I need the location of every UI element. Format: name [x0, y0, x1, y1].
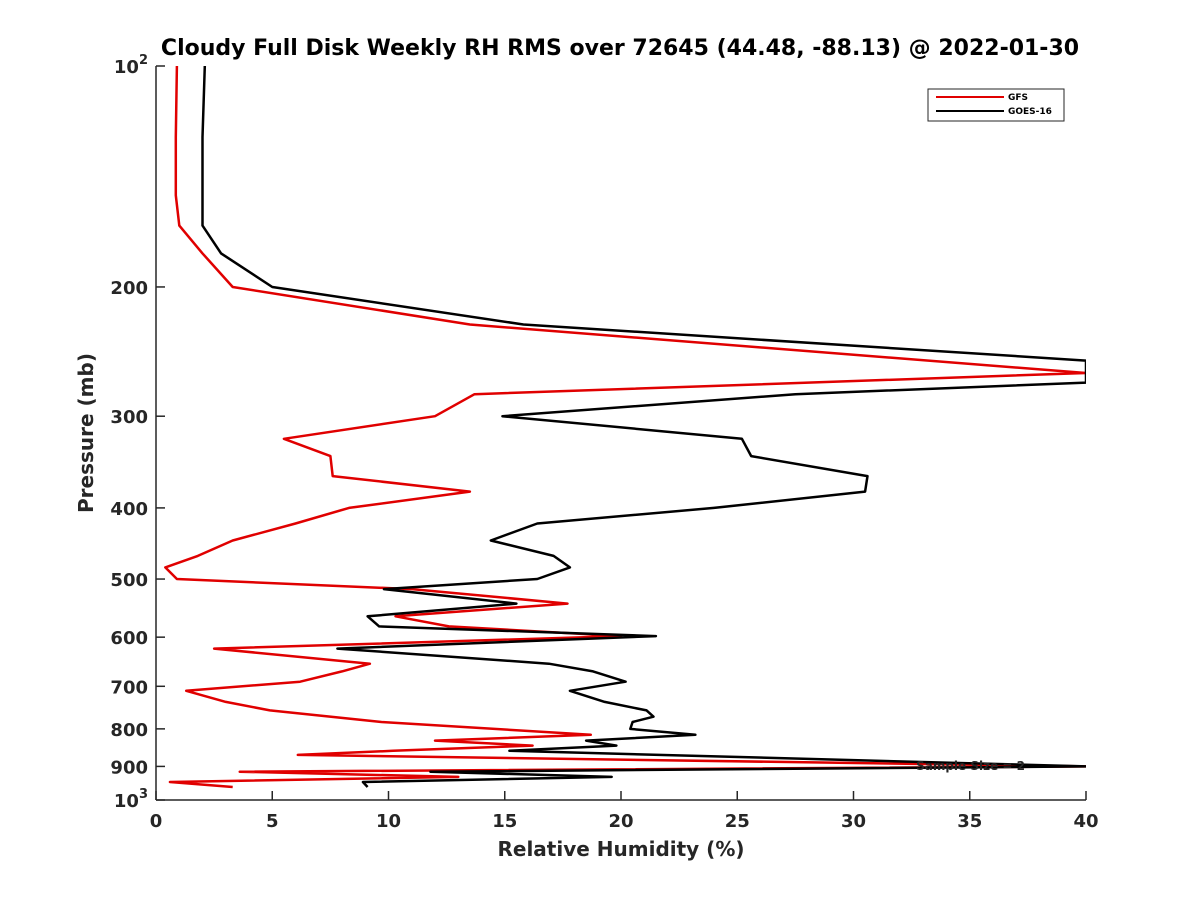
- y-tick-label: 500: [110, 570, 148, 591]
- y-tick-label-base: 800: [110, 720, 148, 741]
- x-tick-label: 0: [150, 811, 163, 832]
- y-tick-label: 800: [110, 720, 148, 741]
- x-tick-label: 15: [492, 811, 517, 832]
- y-tick-label-base: 600: [110, 628, 148, 649]
- x-tick-label: 30: [841, 811, 866, 832]
- series-line-gfs: [164, 66, 1086, 789]
- chart-title: Cloudy Full Disk Weekly RH RMS over 7264…: [161, 36, 1079, 61]
- sample-size-annotation: Sample Size = 2: [916, 759, 1025, 773]
- y-tick-label: 103: [114, 787, 148, 812]
- x-tick-label: 35: [957, 811, 982, 832]
- y-tick-label: 900: [110, 757, 148, 778]
- x-ticks: 0 5 10 15 20 25 30 35 40: [150, 791, 1099, 832]
- x-axis-label: Relative Humidity (%): [497, 837, 744, 861]
- y-tick-label: 400: [110, 499, 148, 520]
- x-tick-label: 20: [608, 811, 633, 832]
- y-tick-label-base: 400: [110, 499, 148, 520]
- series-line-goes16: [201, 66, 1086, 788]
- legend-label-goes16: GOES-16: [1008, 107, 1052, 117]
- y-axis-label: Pressure (mb): [74, 353, 98, 513]
- y-tick-label-base: 500: [110, 570, 148, 591]
- y-tick-label-base: 10: [114, 791, 139, 812]
- y-tick-label-base: 10: [114, 57, 139, 78]
- axes: 0 5 10 15 20 25 30 35 40 10220030040050060070080…: [110, 53, 1098, 832]
- x-tick-label: 40: [1073, 811, 1098, 832]
- legend: GFS GOES-16: [927, 88, 1065, 122]
- legend-label-gfs: GFS: [1008, 93, 1028, 103]
- x-tick-label: 5: [266, 811, 279, 832]
- y-tick-label-base: 200: [110, 278, 148, 299]
- y-tick-label: 200: [110, 278, 148, 299]
- y-tick-label: 600: [110, 628, 148, 649]
- y-tick-label-base: 300: [110, 407, 148, 428]
- y-tick-label-exponent: 2: [139, 53, 148, 68]
- y-tick-label: 300: [110, 407, 148, 428]
- y-tick-label-exponent: 3: [139, 787, 148, 802]
- y-tick-label: 700: [110, 677, 148, 698]
- x-tick-label: 10: [376, 811, 401, 832]
- x-tick-label: 25: [725, 811, 750, 832]
- y-tick-label: 102: [114, 53, 148, 78]
- legend-box: [927, 88, 1065, 122]
- y-tick-label-base: 900: [110, 757, 148, 778]
- series-layer: [164, 66, 1086, 789]
- y-tick-label-base: 700: [110, 677, 148, 698]
